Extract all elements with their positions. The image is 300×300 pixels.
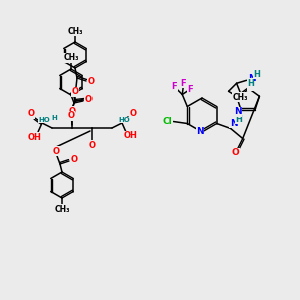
Text: H: H [247,79,254,88]
Text: O: O [70,155,77,164]
Text: Cl: Cl [162,117,172,126]
Text: N: N [196,128,204,136]
Text: F: F [172,82,177,91]
Text: H: H [253,70,260,79]
Text: F: F [181,79,186,88]
Text: OH: OH [28,133,42,142]
Text: HO: HO [118,117,130,123]
Text: OH: OH [124,131,138,140]
Text: O: O [28,110,34,118]
Text: O: O [88,77,94,86]
Text: O: O [232,148,240,157]
Text: O: O [68,112,74,121]
Text: H: H [51,115,57,121]
Text: HO: HO [38,117,50,123]
Text: O: O [88,140,95,149]
Text: N: N [234,107,242,116]
Text: O: O [68,106,76,116]
Text: H: H [235,115,242,124]
Text: O: O [85,95,92,104]
Text: CH₃: CH₃ [63,53,79,62]
Text: S: S [248,82,254,91]
Text: CH₃: CH₃ [67,26,83,35]
Text: CH₃: CH₃ [54,205,70,214]
Text: F: F [188,85,193,94]
Text: N: N [248,74,255,83]
Text: O: O [52,146,59,155]
Text: O: O [85,95,92,104]
Text: N: N [230,119,238,128]
Text: CH₃: CH₃ [233,93,248,102]
Text: O: O [130,110,136,118]
Text: O: O [71,88,79,97]
